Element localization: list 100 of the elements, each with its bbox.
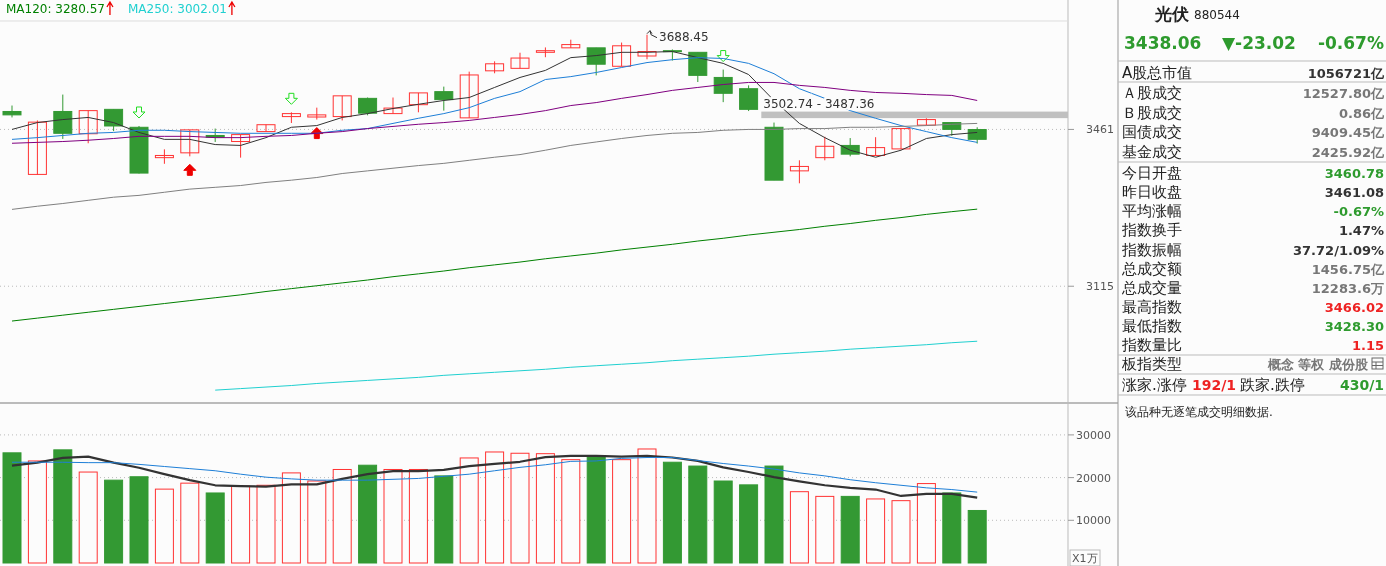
text: 1056721亿 [1307,66,1385,81]
text: 37.72/1.09% [1293,243,1384,258]
bar [231,485,251,564]
candlestick [383,97,403,115]
y-tick-label: 20000 [1076,471,1111,485]
candlestick [510,52,530,69]
candlestick [154,148,174,165]
bar [281,472,301,564]
candlestick [459,71,479,119]
bar [180,482,200,564]
text: 指数换手 [1121,221,1182,239]
y-tick-label: 3461 [1086,123,1114,137]
text: 1.47% [1338,223,1384,238]
bar [129,476,149,564]
text: 3466.02 [1324,300,1384,315]
bar [2,452,22,564]
bar [307,480,327,564]
candlestick [866,136,886,156]
candlestick [53,94,73,140]
line-series [10,454,979,499]
bar [408,468,428,564]
candlestick [256,124,276,133]
text: 2425.92亿 [1311,145,1385,160]
bar [104,479,124,564]
text: 涨家.涨停 [1122,376,1187,394]
y-tick-label: 30000 [1076,428,1111,442]
text: 9409.45亿 [1311,125,1385,140]
bar [688,465,708,564]
candlestick [789,159,809,184]
bar [586,455,606,564]
text: MA250: 3002.01 [127,2,227,16]
bar [713,480,733,564]
text: -0.67% [1333,204,1384,219]
text: -0.67% [1317,33,1384,53]
bar [840,495,860,564]
candlestick [637,34,657,60]
text: 光伏 [1154,4,1190,24]
candlestick [688,51,708,83]
candlestick [180,129,200,157]
text: 3461.08 [1324,185,1384,200]
text: MA120: 3280.57 [6,2,105,16]
bar [764,465,784,564]
bar [561,459,581,564]
bar [383,468,403,564]
y-tick-label: 3115 [1086,280,1114,294]
bar [434,475,454,564]
bar [154,488,174,564]
text: 跌家.跌停 [1240,376,1305,394]
bar [78,471,98,564]
text: A股总市值 [1122,64,1193,82]
line-series [11,457,978,493]
text: 指数量比 [1121,336,1182,354]
bar [535,453,555,564]
candlestick [2,105,22,118]
text: 指数振幅 [1121,241,1182,259]
bar [205,492,225,564]
bar [967,509,987,564]
text: Ａ股成交 [1122,84,1182,102]
annotation: 3688.45 [659,29,709,44]
bar [53,449,73,564]
line-series [11,208,978,322]
bar [916,483,936,564]
candlestick [612,42,632,67]
line-series [11,122,978,210]
text: ▼-23.02 [1222,33,1296,53]
text: 3428.30 [1324,319,1384,334]
bar [815,495,835,564]
text: 昨日收盘 [1122,183,1182,201]
bar [866,498,886,564]
text: 880544 [1194,8,1240,22]
candlestick [815,136,835,161]
text: 最高指数 [1122,298,1182,316]
text: 总成交量 [1121,279,1182,297]
text: 板指类型 [1121,355,1182,373]
bar [942,492,962,564]
text: 192/1 [1191,377,1236,393]
text: 概念 等权 成份股 [1266,357,1369,372]
candlestick [586,47,606,76]
candlestick [713,69,733,103]
bar [485,451,505,564]
text: 3438.06 [1124,33,1202,53]
y-tick-label: 10000 [1076,514,1111,528]
candlestick [231,134,251,159]
bar [27,460,47,564]
bar [612,459,632,564]
line-series [214,340,978,391]
text: 该品种无逐笔成交明细数据. [1125,405,1273,419]
bar [459,457,479,564]
candlestick [408,92,428,113]
bar [637,448,657,564]
bar [510,452,530,564]
text: 平均涨幅 [1122,202,1182,220]
y-axis-title: X1万 [1072,552,1098,565]
bar [789,491,809,564]
bar [739,484,759,564]
bar [662,461,682,564]
text: 430/1 [1339,377,1384,393]
text: 12527.80亿 [1302,86,1385,101]
candlestick [739,84,759,112]
candlestick [27,119,47,176]
